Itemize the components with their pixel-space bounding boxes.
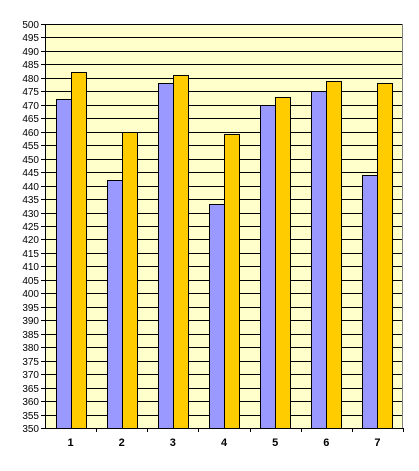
y-tick-label: 450 (22, 155, 39, 166)
x-tick-label: 4 (221, 437, 228, 449)
bar-series-2-cat-5 (275, 97, 291, 429)
bar-series-1-cat-7 (362, 175, 378, 429)
y-tick-label: 355 (22, 411, 39, 422)
bar-series-1-cat-3 (158, 83, 174, 429)
y-tick-label: 410 (22, 262, 39, 273)
y-tick-label: 500 (22, 20, 39, 31)
y-tick-label: 495 (22, 33, 39, 44)
y-tick-label: 490 (22, 47, 39, 58)
y-tick-label: 485 (22, 60, 39, 71)
bar-series-1-cat-6 (311, 91, 327, 429)
y-tick-labels: 350 355 360 365 370 375 380 385 390 395 400 405 410 4… (22, 20, 39, 435)
y-tick-label: 455 (22, 141, 39, 152)
y-tick-label: 440 (22, 182, 39, 193)
y-tick-label: 465 (22, 114, 39, 125)
bar-series-1-cat-5 (260, 105, 276, 429)
y-tick-label: 375 (22, 357, 39, 368)
y-tick-label: 405 (22, 276, 39, 287)
bar-series-1-cat-2 (107, 180, 123, 429)
y-tick-label: 445 (22, 168, 39, 179)
y-tick-label: 380 (22, 343, 39, 354)
y-tick-label: 370 (22, 370, 39, 381)
y-tick-label: 480 (22, 74, 39, 85)
x-tick-label: 6 (323, 437, 329, 449)
y-tick-label: 415 (22, 249, 39, 260)
x-tick-label: 1 (68, 437, 74, 449)
y-tick-label: 365 (22, 384, 39, 395)
bar-series-1-cat-1 (56, 99, 72, 429)
y-tick-label: 430 (22, 209, 39, 220)
bar-series-2-cat-2 (122, 132, 138, 429)
bar-series-2-cat-6 (326, 81, 342, 429)
bar-series-2-cat-1 (71, 72, 87, 429)
y-tick-label: 435 (22, 195, 39, 206)
y-tick-label: 395 (22, 303, 39, 314)
x-tick-labels: 1 2 3 4 5 6 7 (68, 437, 381, 449)
y-tick-label: 360 (22, 397, 39, 408)
axes (45, 24, 404, 432)
bar-series-2-cat-4 (224, 134, 240, 429)
y-tick-label: 400 (22, 289, 39, 300)
x-tick-label: 7 (374, 437, 380, 449)
y-tick-label: 385 (22, 330, 39, 341)
y-tick-label: 470 (22, 101, 39, 112)
y-tick-label: 460 (22, 128, 39, 139)
y-tick-label: 475 (22, 87, 39, 98)
x-tick-label: 2 (119, 437, 125, 449)
bar-series-1-cat-4 (209, 204, 225, 429)
bars (56, 72, 393, 429)
y-tick-label: 420 (22, 235, 39, 246)
y-tick-label: 425 (22, 222, 39, 233)
y-tick-label: 350 (22, 424, 39, 435)
x-tick-label: 3 (170, 437, 176, 449)
bar-series-2-cat-7 (377, 83, 393, 429)
y-tick-label: 390 (22, 316, 39, 327)
x-tick-label: 5 (272, 437, 278, 449)
bar-series-2-cat-3 (173, 75, 189, 429)
